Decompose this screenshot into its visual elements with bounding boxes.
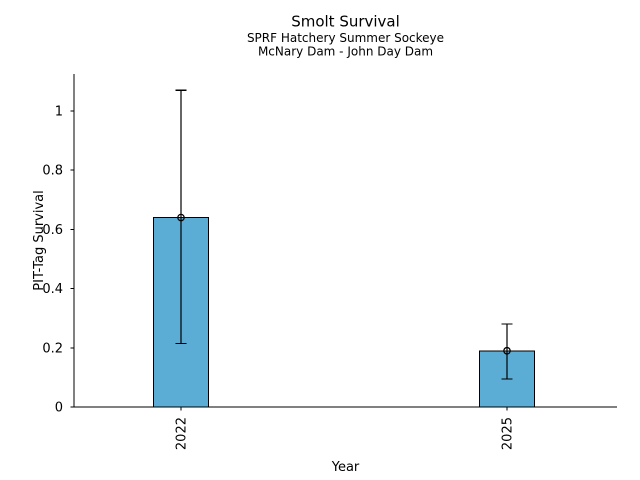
point-marker: [177, 213, 185, 222]
y-tick-label: 0.8: [42, 164, 63, 179]
x-axis-label: Year: [331, 460, 360, 475]
y-axis-label: PIT-Tag Survival: [32, 190, 47, 290]
y-tick-label: 0.4: [42, 282, 63, 297]
x-tick-label: 2025: [501, 417, 516, 450]
chart-subtitle-line2: McNary Dam - John Day Dam: [258, 45, 433, 59]
chart-title: Smolt Survival: [291, 13, 400, 31]
axes-layer: 0 0.2 0.4 0.6 0.8 1 2022 2025: [42, 74, 617, 450]
y-tick-label: 1: [55, 105, 63, 120]
chart-subtitle-line1: SPRF Hatchery Summer Sockeye: [247, 31, 444, 45]
y-tick-label: 0.2: [42, 341, 63, 356]
y-tick-label: 0: [55, 401, 63, 416]
bars-layer: [153, 89, 535, 408]
y-tick-label: 0.6: [42, 223, 63, 238]
x-tick-label: 2022: [175, 417, 190, 450]
point-marker: [503, 346, 511, 355]
